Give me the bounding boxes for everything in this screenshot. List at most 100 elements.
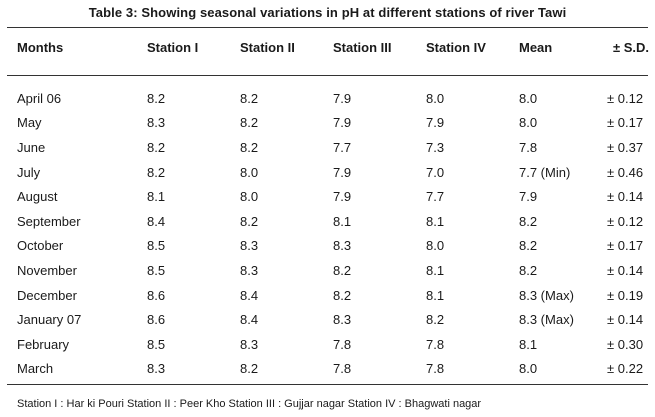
table-row: July 8.2 8.0 7.9 7.0 7.7 (Min) ± 0.46 [0, 160, 655, 185]
cell-month: August [17, 189, 58, 205]
cell-station-4: 7.0 [426, 164, 445, 180]
table-row: February 8.5 8.3 7.8 7.8 8.1 ± 0.30 [0, 332, 655, 357]
cell-station-4: 8.1 [426, 262, 445, 278]
table-header: Months Station I Station II Station III … [0, 40, 655, 63]
table-row: May 8.3 8.2 7.9 7.9 8.0 ± 0.17 [0, 111, 655, 136]
cell-station-2: 8.4 [240, 312, 259, 328]
cell-station-1: 8.3 [147, 115, 166, 131]
cell-station-4: 7.3 [426, 139, 445, 155]
cell-station-2: 8.3 [240, 336, 259, 352]
cell-station-3: 7.9 [333, 115, 352, 131]
cell-station-1: 8.1 [147, 189, 166, 205]
cell-mean: 8.1 [519, 336, 538, 352]
cell-sd: ± 0.37 [607, 139, 644, 155]
table-row: September 8.4 8.2 8.1 8.1 8.2 ± 0.12 [0, 209, 655, 234]
cell-sd: ± 0.14 [607, 189, 644, 205]
cell-month: February [17, 336, 70, 352]
table-row: January 07 8.6 8.4 8.3 8.2 8.3 (Max) ± 0.14 [0, 307, 655, 332]
cell-station-3: 8.3 [333, 238, 352, 254]
cell-mean: 7.8 [519, 139, 538, 155]
cell-station-4: 7.8 [426, 361, 445, 377]
cell-month: December [17, 287, 77, 303]
cell-station-3: 7.9 [333, 90, 352, 106]
cell-station-3: 7.7 [333, 139, 352, 155]
cell-station-1: 8.2 [147, 139, 166, 155]
cell-station-2: 8.0 [240, 189, 259, 205]
cell-month: October [17, 238, 64, 254]
cell-sd: ± 0.17 [607, 115, 644, 131]
table-row: December 8.6 8.4 8.2 8.1 8.3 (Max) ± 0.19 [0, 283, 655, 308]
cell-station-3: 7.9 [333, 189, 352, 205]
cell-station-4: 8.0 [426, 238, 445, 254]
top-rule [7, 27, 648, 28]
cell-station-1: 8.6 [147, 287, 166, 303]
cell-station-3: 8.2 [333, 262, 352, 278]
cell-station-1: 8.3 [147, 361, 166, 377]
cell-station-1: 8.2 [147, 90, 166, 106]
table-body: April 06 8.2 8.2 7.9 8.0 8.0 ± 0.12 May 8.3 8.2 7.… [0, 86, 655, 381]
cell-station-4: 7.7 [426, 189, 445, 205]
cell-station-2: 8.2 [240, 139, 259, 155]
cell-station-4: 8.1 [426, 287, 445, 303]
cell-station-2: 8.0 [240, 164, 259, 180]
cell-mean: 8.3 (Max) [519, 287, 574, 303]
cell-month: January 07 [17, 312, 82, 328]
header-station-2: Station II [240, 40, 295, 55]
cell-station-1: 8.5 [147, 262, 166, 278]
table-spacer [0, 63, 655, 86]
cell-sd: ± 0.12 [607, 90, 644, 106]
cell-station-4: 8.0 [426, 90, 445, 106]
header-station-3: Station III [333, 40, 392, 55]
cell-mean: 8.0 [519, 115, 538, 131]
cell-station-4: 7.9 [426, 115, 445, 131]
cell-station-2: 8.2 [240, 115, 259, 131]
cell-station-3: 8.3 [333, 312, 352, 328]
cell-station-1: 8.5 [147, 336, 166, 352]
cell-station-4: 8.2 [426, 312, 445, 328]
table-title: Table 3: Showing seasonal variations in … [88, 5, 567, 20]
cell-mean: 8.2 [519, 213, 538, 229]
cell-station-4: 7.8 [426, 336, 445, 352]
cell-sd: ± 0.14 [607, 312, 644, 328]
table-row: August 8.1 8.0 7.9 7.7 7.9 ± 0.14 [0, 184, 655, 209]
cell-station-1: 8.2 [147, 164, 166, 180]
cell-sd: ± 0.12 [607, 213, 644, 229]
bottom-rule [7, 384, 648, 385]
cell-mean: 8.0 [519, 361, 538, 377]
station-footnote: Station I : Har ki Pouri Station II : Pe… [17, 398, 482, 410]
table-row: March 8.3 8.2 7.8 7.8 8.0 ± 0.22 [0, 357, 655, 382]
cell-station-3: 7.9 [333, 164, 352, 180]
cell-month: March [17, 361, 54, 377]
table-row: November 8.5 8.3 8.2 8.1 8.2 ± 0.14 [0, 258, 655, 283]
ph-table: Months Station I Station II Station III … [0, 40, 655, 381]
cell-station-3: 7.8 [333, 336, 352, 352]
cell-station-3: 8.1 [333, 213, 352, 229]
cell-month: November [17, 262, 77, 278]
cell-station-3: 7.8 [333, 361, 352, 377]
cell-mean: 8.0 [519, 90, 538, 106]
cell-station-2: 8.4 [240, 287, 259, 303]
header-rule [7, 75, 648, 76]
cell-station-2: 8.2 [240, 213, 259, 229]
cell-sd: ± 0.14 [607, 262, 644, 278]
table-row: April 06 8.2 8.2 7.9 8.0 8.0 ± 0.12 [0, 86, 655, 111]
cell-mean: 8.3 (Max) [519, 312, 574, 328]
cell-sd: ± 0.22 [607, 361, 644, 377]
cell-station-1: 8.5 [147, 238, 166, 254]
cell-sd: ± 0.46 [607, 164, 644, 180]
header-station-4: Station IV [426, 40, 486, 55]
cell-station-2: 8.2 [240, 361, 259, 377]
cell-mean: 7.7 (Min) [519, 164, 571, 180]
header-months: Months [17, 40, 64, 55]
cell-station-2: 8.2 [240, 90, 259, 106]
cell-station-4: 8.1 [426, 213, 445, 229]
cell-station-1: 8.4 [147, 213, 166, 229]
cell-month: September [17, 213, 81, 229]
header-sd: ± S.D. [613, 40, 650, 55]
cell-station-3: 8.2 [333, 287, 352, 303]
cell-mean: 8.2 [519, 238, 538, 254]
table-row: October 8.5 8.3 8.3 8.0 8.2 ± 0.17 [0, 234, 655, 259]
cell-sd: ± 0.30 [607, 336, 644, 352]
cell-month: June [17, 139, 46, 155]
cell-month: July [17, 164, 41, 180]
